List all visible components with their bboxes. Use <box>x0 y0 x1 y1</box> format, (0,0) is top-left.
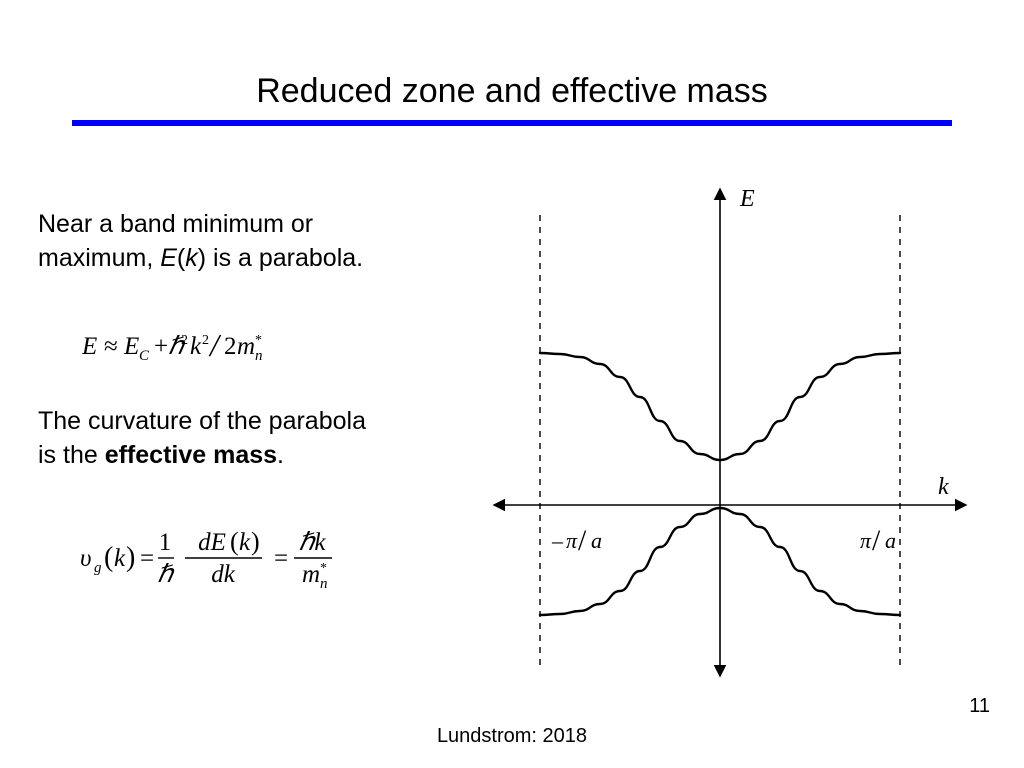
para2-line2-prefix: is the <box>38 441 105 469</box>
svg-text:=: = <box>140 545 154 572</box>
svg-text:E: E <box>739 186 755 212</box>
paren-open: ( <box>177 244 185 272</box>
svg-text:*: * <box>320 561 327 576</box>
para2-line2-suffix: . <box>277 441 284 469</box>
svg-text:π: π <box>566 528 578 553</box>
svg-text:π: π <box>860 528 872 553</box>
svg-text:/: / <box>208 327 222 363</box>
svg-text:2: 2 <box>181 333 188 348</box>
svg-text:ℏk: ℏk <box>299 529 327 556</box>
term-effective-mass: effective mass <box>105 441 277 469</box>
eq1-svg: E ≈ E C + ℏ 2 k 2 / 2 m n * <box>82 326 362 372</box>
eq2-svg: υ g ( k ) = 1 ℏ dE ( k ) dk = ℏk <box>80 520 400 600</box>
equation-group-velocity: υ g ( k ) = 1 ℏ dE ( k ) dk = ℏk <box>80 520 400 590</box>
svg-text:n: n <box>320 576 328 592</box>
svg-text:k: k <box>114 545 126 572</box>
svg-text:dE: dE <box>198 529 226 556</box>
svg-text:υ: υ <box>80 545 91 572</box>
svg-text:(: ( <box>230 527 239 556</box>
svg-text:ℏ: ℏ <box>157 561 175 588</box>
svg-text:1: 1 <box>159 529 172 556</box>
title-rule <box>72 120 952 126</box>
svg-text:+: + <box>154 333 168 360</box>
svg-text:*: * <box>255 333 262 348</box>
slide: Reduced zone and effective mass Near a b… <box>0 0 1024 768</box>
para1-line2-suffix: ) is a parabola. <box>198 244 363 272</box>
svg-text:k: k <box>190 333 202 360</box>
svg-text:≈: ≈ <box>104 333 118 360</box>
svg-text:m: m <box>302 561 320 588</box>
svg-text:k: k <box>938 474 949 500</box>
band-diagram: Ek–π/aπ/a <box>460 170 980 690</box>
svg-text:): ) <box>126 542 135 573</box>
svg-text:n: n <box>255 348 263 364</box>
svg-text:a: a <box>885 528 896 553</box>
para-band-minimum: Near a band minimum or maximum, E(k) is … <box>38 208 458 276</box>
svg-text:a: a <box>591 528 602 553</box>
para1-line1: Near a band minimum or <box>38 210 313 238</box>
para1-line2-prefix: maximum, <box>38 244 160 272</box>
svg-text:C: C <box>139 348 150 364</box>
svg-text:m: m <box>237 333 255 360</box>
svg-text:2: 2 <box>202 333 209 348</box>
para2-line1: The curvature of the parabola <box>38 407 366 435</box>
svg-text:k: k <box>239 529 251 556</box>
svg-text:E: E <box>82 333 97 360</box>
equation-dispersion: E ≈ E C + ℏ 2 k 2 / 2 m n * <box>82 326 362 366</box>
svg-text:2: 2 <box>224 333 237 360</box>
footer: Lundstrom: 2018 <box>0 725 1024 748</box>
symbol-E: E <box>160 244 177 272</box>
svg-text:/: / <box>578 525 587 557</box>
svg-text:–: – <box>551 528 564 553</box>
svg-text:(: ( <box>104 542 113 573</box>
svg-text:dk: dk <box>211 561 236 588</box>
svg-text:=: = <box>274 545 288 572</box>
svg-text:E: E <box>123 333 139 360</box>
page-number: 11 <box>969 695 990 718</box>
para-effective-mass: The curvature of the parabola is the eff… <box>38 405 458 473</box>
band-diagram-svg: Ek–π/aπ/a <box>460 170 980 690</box>
svg-text:): ) <box>251 527 260 556</box>
symbol-k: k <box>185 244 198 272</box>
svg-text:g: g <box>94 560 102 576</box>
page-title: Reduced zone and effective mass <box>0 72 1024 111</box>
svg-text:/: / <box>872 525 881 557</box>
